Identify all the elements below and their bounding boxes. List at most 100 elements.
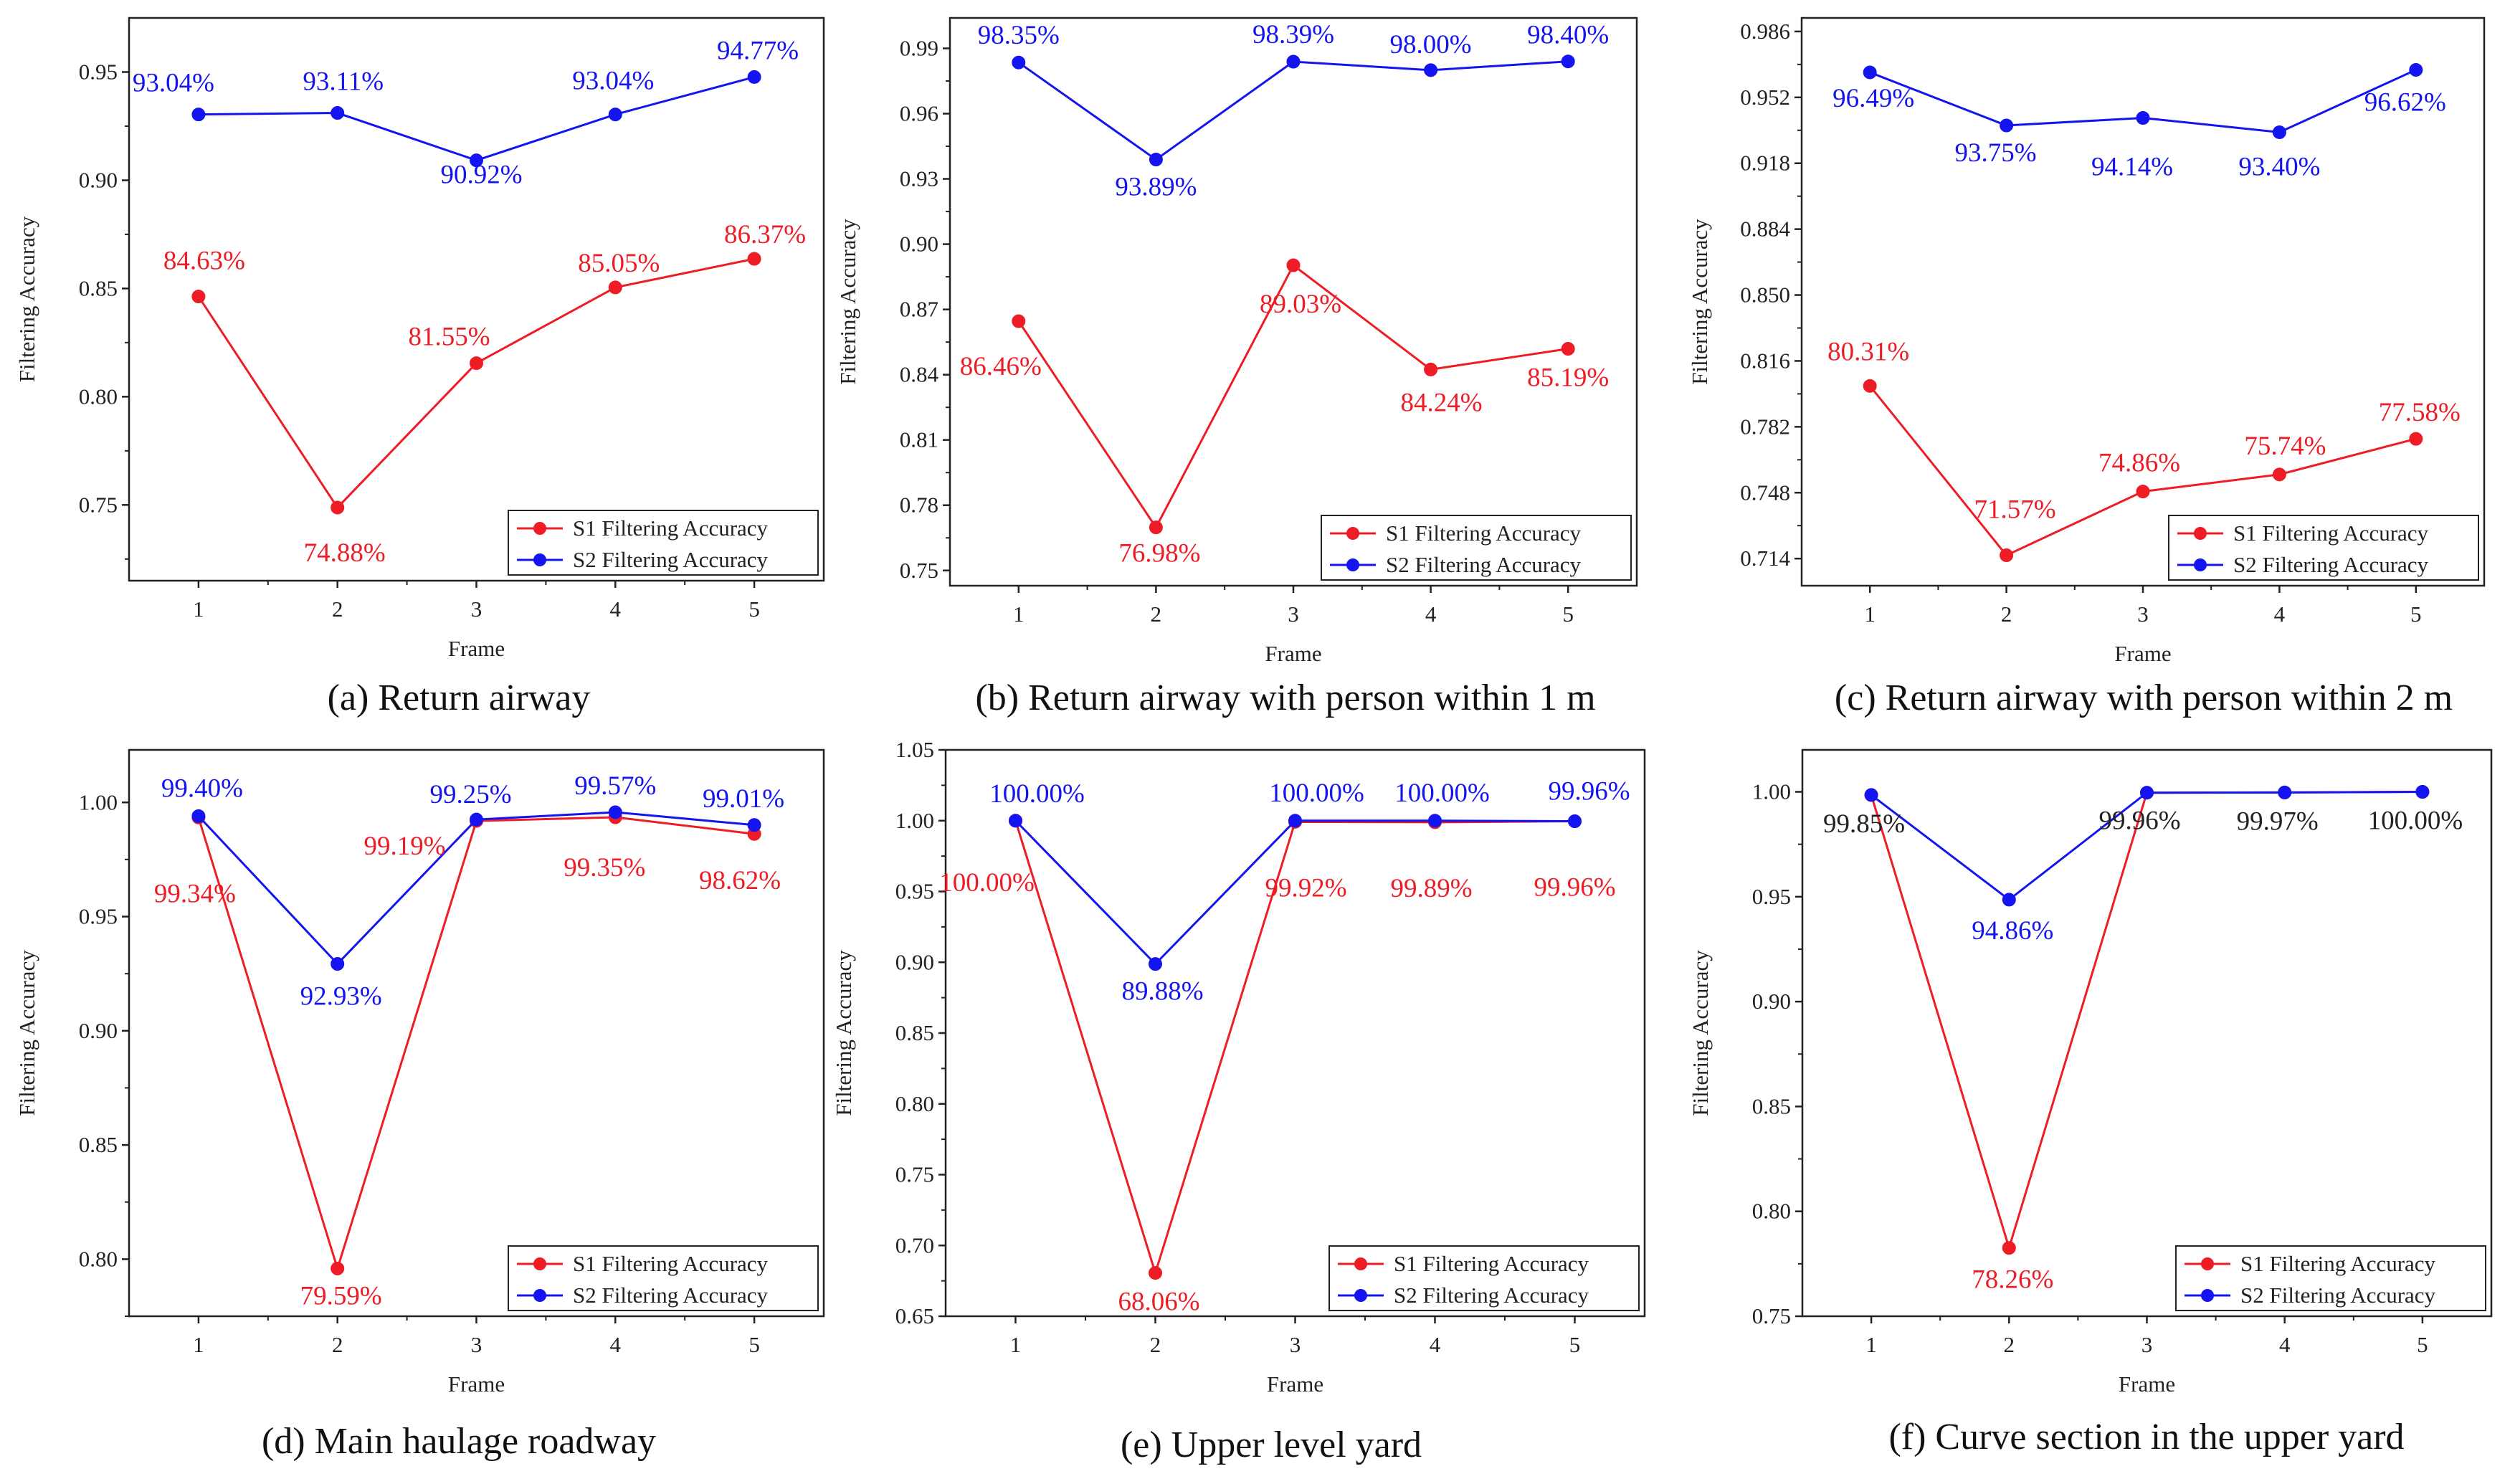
data-label-shared: 99.96% bbox=[2098, 807, 2180, 836]
legend-marker-s1 bbox=[533, 522, 546, 535]
legend-marker-s1 bbox=[2201, 1257, 2214, 1270]
data-point-s1 bbox=[608, 280, 622, 295]
x-axis-title: Frame bbox=[1267, 1371, 1323, 1397]
data-label-shared: 99.85% bbox=[1823, 809, 1905, 839]
data-point-s1 bbox=[747, 252, 761, 266]
data-label-s2: 96.62% bbox=[2364, 87, 2446, 117]
data-point-s1 bbox=[1149, 1266, 1162, 1280]
y-tick-label: 0.782 bbox=[1740, 414, 1790, 439]
data-label-shared: 99.97% bbox=[2237, 807, 2319, 836]
data-label-s2: 93.04% bbox=[133, 69, 214, 98]
legend-marker-s1 bbox=[2194, 527, 2207, 540]
legend-box bbox=[2168, 515, 2479, 581]
chart-panel: 0.75 0.80 0.85 0.90 0.95 1.00 1 2 3 4 5 Frame Filter… bbox=[1688, 748, 2493, 1457]
data-label-s2: 92.93% bbox=[300, 981, 382, 1011]
series-line-s1 bbox=[197, 816, 755, 1273]
x-tick-label: 3 bbox=[1290, 1332, 1301, 1357]
plot-frame bbox=[944, 748, 1646, 1318]
y-tick-label: 0.85 bbox=[79, 275, 118, 300]
series-line-s1 bbox=[1870, 791, 2423, 1252]
y-tick-label: 0.90 bbox=[895, 949, 934, 974]
legend-label-s2: S2 Filtering Accuracy bbox=[1394, 1283, 1589, 1308]
data-label-s2: 99.96% bbox=[1548, 777, 1630, 807]
data-label-s1: 74.88% bbox=[304, 538, 386, 568]
y-tick-label: 0.78 bbox=[900, 493, 938, 518]
chart-panel: 0.75 0.78 0.81 0.84 0.87 0.90 0.93 0.96 0.99 1 2 3 4… bbox=[835, 16, 1638, 718]
data-label-s1: 99.34% bbox=[154, 879, 236, 908]
y-tick-label: 0.918 bbox=[1740, 151, 1790, 176]
x-tick-label: 1 bbox=[1865, 1332, 1877, 1357]
y-tick-label: 0.95 bbox=[79, 904, 118, 929]
data-label-s2: 93.89% bbox=[1115, 173, 1197, 202]
data-label-s1: 85.19% bbox=[1527, 363, 1609, 393]
data-label-s2: 93.75% bbox=[1955, 138, 2037, 168]
y-tick-label: 1.00 bbox=[79, 789, 118, 814]
data-label-s2: 94.86% bbox=[1972, 916, 2053, 946]
data-point-s2 bbox=[2002, 893, 2016, 907]
legend: S1 Filtering Accuracy S2 Filtering Accura… bbox=[508, 510, 819, 576]
x-tick-label: 4 bbox=[1425, 601, 1437, 627]
data-point-s2 bbox=[1012, 55, 1026, 70]
data-label-s1: 75.74% bbox=[2244, 432, 2326, 461]
legend-marker-s2 bbox=[1354, 1289, 1367, 1302]
data-point-s1 bbox=[191, 290, 206, 304]
data-point-s2 bbox=[2000, 118, 2014, 133]
data-label-shared: 100.00% bbox=[2368, 807, 2463, 836]
data-point-s2 bbox=[608, 805, 622, 819]
legend: S1 Filtering Accuracy S2 Filtering Accura… bbox=[2175, 1245, 2486, 1311]
data-point-s2 bbox=[1149, 153, 1163, 167]
y-tick-label: 0.884 bbox=[1740, 217, 1790, 242]
x-tick-label: 2 bbox=[332, 1332, 343, 1357]
data-point-s2 bbox=[2272, 125, 2286, 139]
data-point-s1 bbox=[2000, 548, 2014, 563]
data-point-s2 bbox=[1561, 54, 1575, 69]
y-axis-title: Filtering Accuracy bbox=[14, 216, 39, 382]
legend-marker-s2 bbox=[2201, 1289, 2214, 1302]
data-point-s1 bbox=[470, 356, 483, 371]
y-tick-label: 0.85 bbox=[1752, 1093, 1791, 1118]
legend-label-s1: S1 Filtering Accuracy bbox=[1394, 1251, 1589, 1276]
legend-marker-s1 bbox=[533, 1257, 546, 1270]
x-tick-label: 4 bbox=[2279, 1332, 2291, 1357]
y-tick-label: 0.90 bbox=[900, 232, 938, 257]
legend-label-s2: S2 Filtering Accuracy bbox=[2240, 1283, 2436, 1308]
y-tick-label: 0.96 bbox=[900, 101, 938, 126]
data-point-s2 bbox=[2415, 785, 2430, 799]
y-axis-title: Filtering Accuracy bbox=[831, 950, 856, 1116]
data-point-s2 bbox=[331, 956, 345, 971]
legend-box bbox=[508, 510, 819, 576]
legend-label-s1: S1 Filtering Accuracy bbox=[573, 515, 769, 541]
y-tick-label: 0.85 bbox=[895, 1020, 934, 1045]
x-tick-label: 3 bbox=[471, 1332, 482, 1357]
x-tick-label: 3 bbox=[471, 596, 482, 622]
legend: S1 Filtering Accuracy S2 Filtering Accura… bbox=[1328, 1245, 1640, 1311]
legend-box bbox=[1328, 1245, 1640, 1311]
data-label-s1: 99.96% bbox=[1534, 873, 1615, 903]
data-label-s1: 76.98% bbox=[1118, 539, 1200, 569]
y-tick-label: 1.00 bbox=[1752, 779, 1791, 804]
chart-panel: 0.65 0.70 0.75 0.80 0.85 0.90 0.95 1.00 1.05 1 2 3 4… bbox=[831, 737, 1646, 1465]
y-tick-label: 0.90 bbox=[1752, 989, 1791, 1014]
data-label-s1: 84.24% bbox=[1401, 388, 1483, 417]
legend-label-s2: S2 Filtering Accuracy bbox=[573, 1283, 769, 1308]
data-label-s1: 86.46% bbox=[960, 352, 1042, 381]
x-tick-label: 4 bbox=[610, 1332, 622, 1357]
series-line-s2 bbox=[197, 811, 755, 966]
data-point-s2 bbox=[1568, 814, 1582, 829]
y-tick-label: 1.00 bbox=[895, 808, 934, 833]
panel-caption: (c) Return airway with person within 2 m bbox=[1835, 677, 2453, 718]
data-label-s1: 74.86% bbox=[2098, 449, 2180, 478]
legend-marker-s2 bbox=[1346, 558, 1359, 571]
x-tick-label: 3 bbox=[2141, 1332, 2153, 1357]
legend: S1 Filtering Accuracy S2 Filtering Accura… bbox=[508, 1245, 819, 1311]
data-point-s2 bbox=[608, 108, 622, 122]
y-tick-label: 0.87 bbox=[900, 297, 938, 322]
x-tick-label: 1 bbox=[193, 596, 204, 622]
x-tick-label: 2 bbox=[2001, 601, 2012, 627]
data-point-s2 bbox=[191, 809, 206, 823]
x-tick-label: 5 bbox=[748, 596, 760, 622]
plot-frame bbox=[128, 748, 825, 1318]
legend: S1 Filtering Accuracy S2 Filtering Accura… bbox=[2168, 515, 2479, 581]
data-point-s2 bbox=[331, 106, 345, 120]
data-point-s1 bbox=[1149, 520, 1163, 535]
